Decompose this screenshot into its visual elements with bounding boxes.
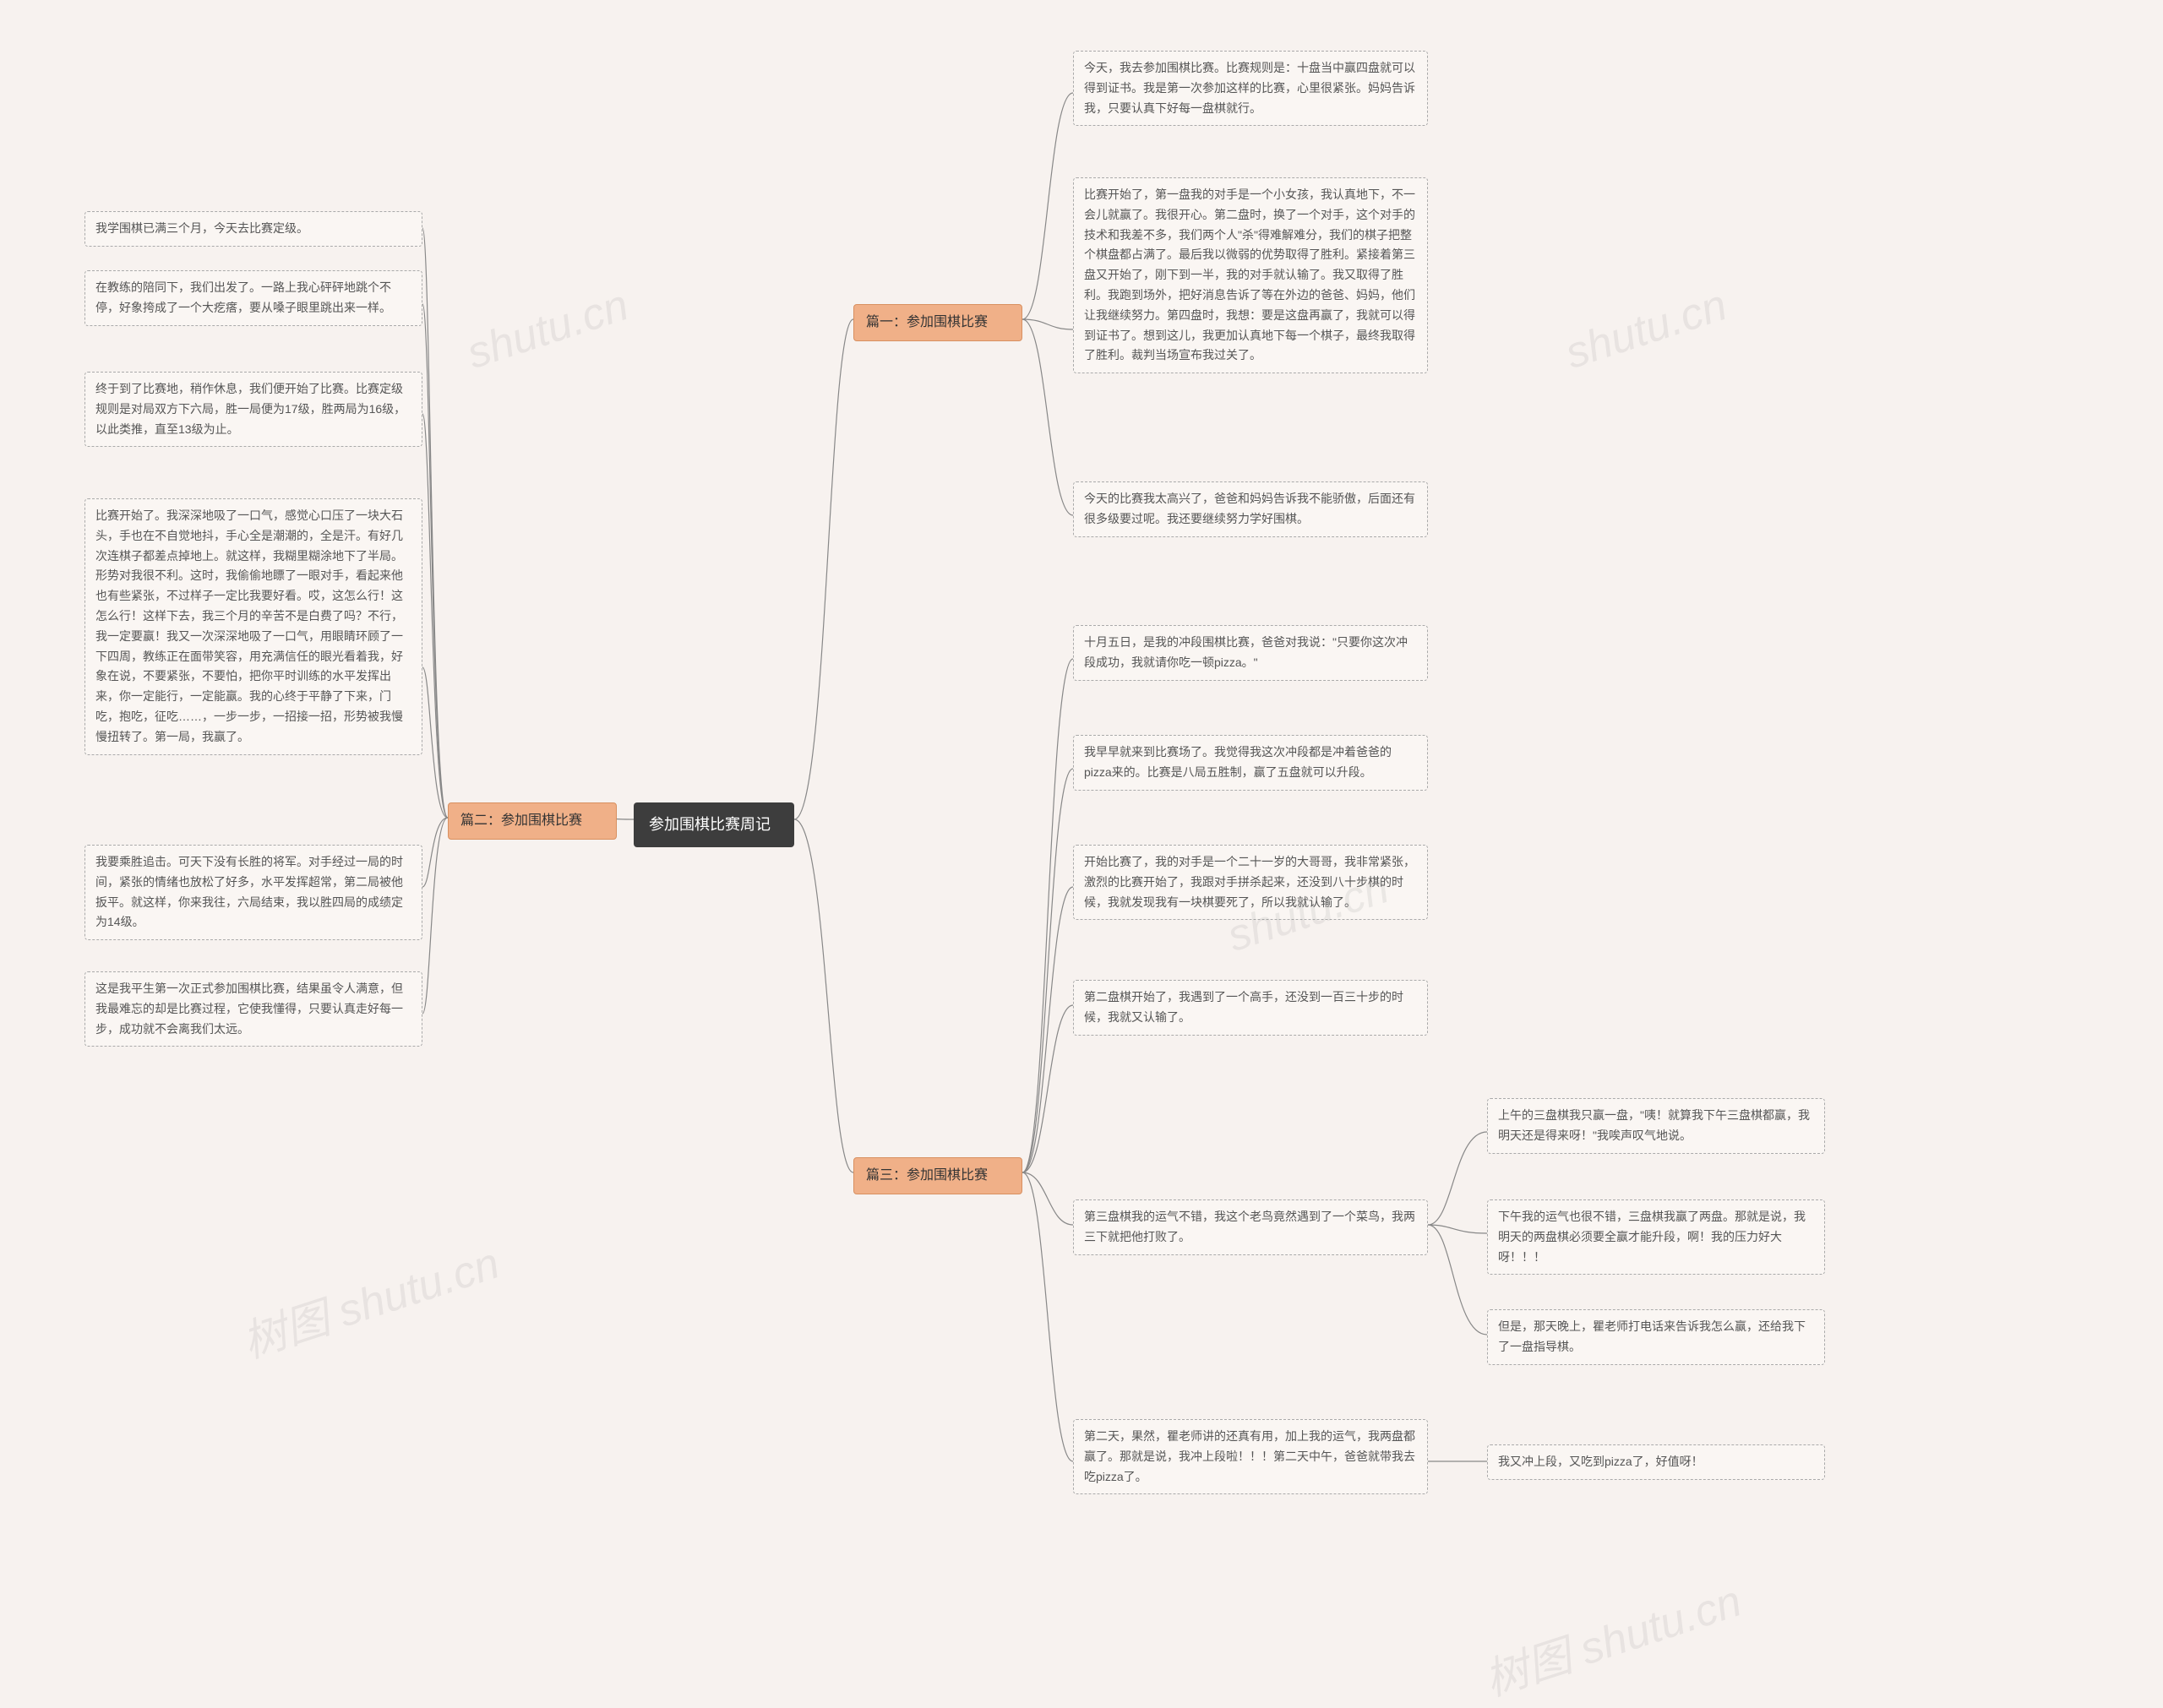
leaf-node[interactable]: 在教练的陪同下，我们出发了。一路上我心砰砰地跳个不停，好象挎成了一个大疙瘩，要从…	[84, 270, 422, 326]
leaf-node[interactable]: 今天的比赛我太高兴了，爸爸和妈妈告诉我不能骄傲，后面还有很多级要过呢。我还要继续…	[1073, 481, 1428, 537]
watermark: 树图 shutu.cn	[1475, 1565, 1748, 1708]
leaf-node[interactable]: 开始比赛了，我的对手是一个二十一岁的大哥哥，我非常紧张，激烈的比赛开始了，我跟对…	[1073, 845, 1428, 920]
leaf-node[interactable]: 我要乘胜追击。可天下没有长胜的将军。对手经过一局的时间，紧张的情绪也放松了好多，…	[84, 845, 422, 940]
leaf-node[interactable]: 比赛开始了，第一盘我的对手是一个小女孩，我认真地下，不一会儿就赢了。我很开心。第…	[1073, 177, 1428, 373]
leaf-node[interactable]: 我又冲上段，又吃到pizza了，好值呀！	[1487, 1444, 1825, 1480]
leaf-node[interactable]: 上午的三盘棋我只赢一盘，"咦！就算我下午三盘棋都赢，我明天还是得来呀！"我唉声叹…	[1487, 1098, 1825, 1154]
leaf-node[interactable]: 第三盘棋我的运气不错，我这个老鸟竟然遇到了一个菜鸟，我两三下就把他打败了。	[1073, 1199, 1428, 1255]
leaf-node[interactable]: 第二天，果然，瞿老师讲的还真有用，加上我的运气，我两盘都赢了。那就是说，我冲上段…	[1073, 1419, 1428, 1494]
leaf-node[interactable]: 但是，那天晚上，瞿老师打电话来告诉我怎么赢，还给我下了一盘指导棋。	[1487, 1309, 1825, 1365]
watermark: shutu.cn	[461, 280, 635, 379]
branch-topic-2[interactable]: 篇二：参加围棋比赛	[448, 802, 617, 840]
leaf-node[interactable]: 十月五日，是我的冲段围棋比赛，爸爸对我说："只要你这次冲段成功，我就请你吃一顿p…	[1073, 625, 1428, 681]
leaf-node[interactable]: 我早早就来到比赛场了。我觉得我这次冲段都是冲着爸爸的pizza来的。比赛是八局五…	[1073, 735, 1428, 791]
branch-topic-1[interactable]: 篇一：参加围棋比赛	[853, 304, 1022, 341]
watermark: 树图 shutu.cn	[233, 1227, 506, 1370]
watermark: shutu.cn	[1560, 280, 1733, 379]
leaf-node[interactable]: 终于到了比赛地，稍作休息，我们便开始了比赛。比赛定级规则是对局双方下六局，胜一局…	[84, 372, 422, 447]
mindmap-root[interactable]: 参加围棋比赛周记	[634, 802, 794, 847]
leaf-node[interactable]: 这是我平生第一次正式参加围棋比赛，结果虽令人满意，但我最难忘的却是比赛过程，它使…	[84, 971, 422, 1047]
leaf-node[interactable]: 比赛开始了。我深深地吸了一口气，感觉心口压了一块大石头，手也在不自觉地抖，手心全…	[84, 498, 422, 755]
leaf-node[interactable]: 今天，我去参加围棋比赛。比赛规则是：十盘当中赢四盘就可以得到证书。我是第一次参加…	[1073, 51, 1428, 126]
leaf-node[interactable]: 我学围棋已满三个月，今天去比赛定级。	[84, 211, 422, 247]
leaf-node[interactable]: 下午我的运气也很不错，三盘棋我赢了两盘。那就是说，我明天的两盘棋必须要全赢才能升…	[1487, 1199, 1825, 1275]
leaf-node[interactable]: 第二盘棋开始了，我遇到了一个高手，还没到一百三十步的时候，我就又认输了。	[1073, 980, 1428, 1036]
branch-topic-3[interactable]: 篇三：参加围棋比赛	[853, 1157, 1022, 1194]
